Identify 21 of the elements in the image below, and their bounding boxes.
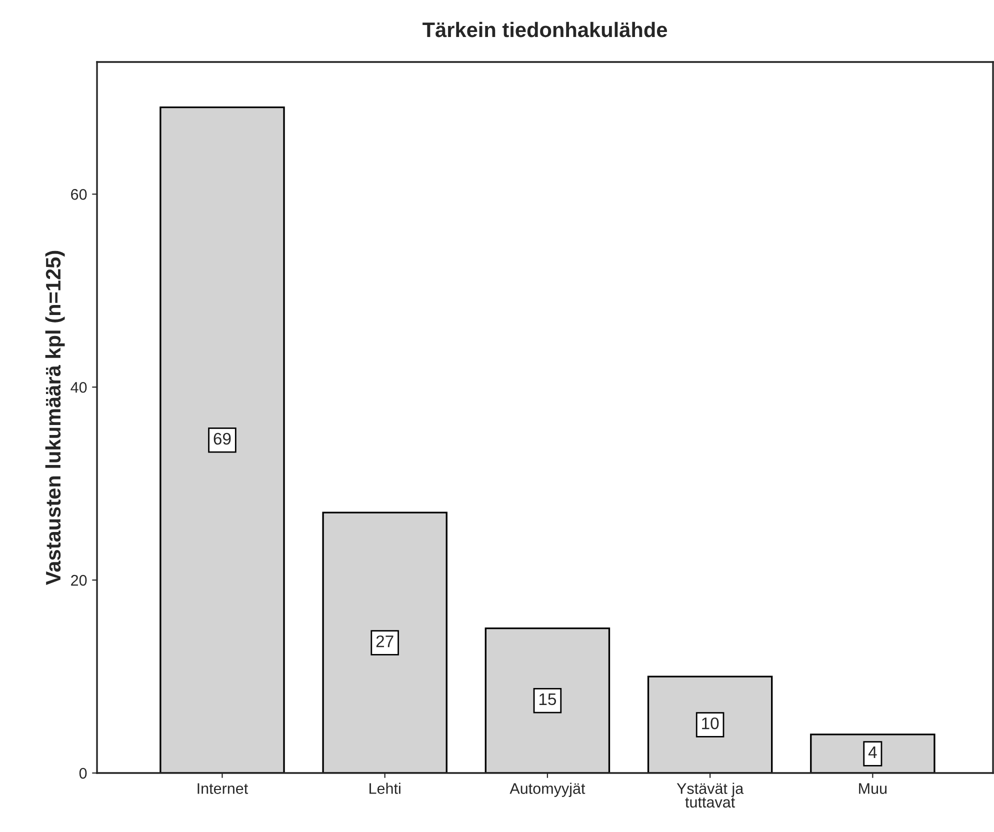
y-tick-label: 20 xyxy=(71,574,87,586)
data-label: 10 xyxy=(702,717,719,730)
bar xyxy=(810,734,936,774)
data-label: 27 xyxy=(376,635,394,648)
x-tick-label: Ystävät ja tuttavat xyxy=(676,782,744,808)
x-tick-label: Automyyjät xyxy=(510,782,586,797)
x-tick-label: Muu xyxy=(859,783,887,794)
bar xyxy=(647,676,773,774)
y-tick-label: 40 xyxy=(70,382,87,393)
y-axis-title: Vastausten lukumäärä kpl (n=125) xyxy=(45,250,65,585)
bar xyxy=(484,627,610,774)
data-label: 69 xyxy=(214,432,231,445)
chart-title: Tärkein tiedonhakulähde xyxy=(422,22,668,38)
bar xyxy=(160,106,285,774)
y-tick-label: 60 xyxy=(71,189,87,200)
bar xyxy=(322,512,448,774)
data-label: 4 xyxy=(868,746,877,758)
x-tick-label: Internet xyxy=(198,783,248,794)
y-tick-label: 0 xyxy=(79,768,87,779)
x-tick-label: Lehti xyxy=(370,782,400,794)
data-label: 15 xyxy=(539,694,556,706)
